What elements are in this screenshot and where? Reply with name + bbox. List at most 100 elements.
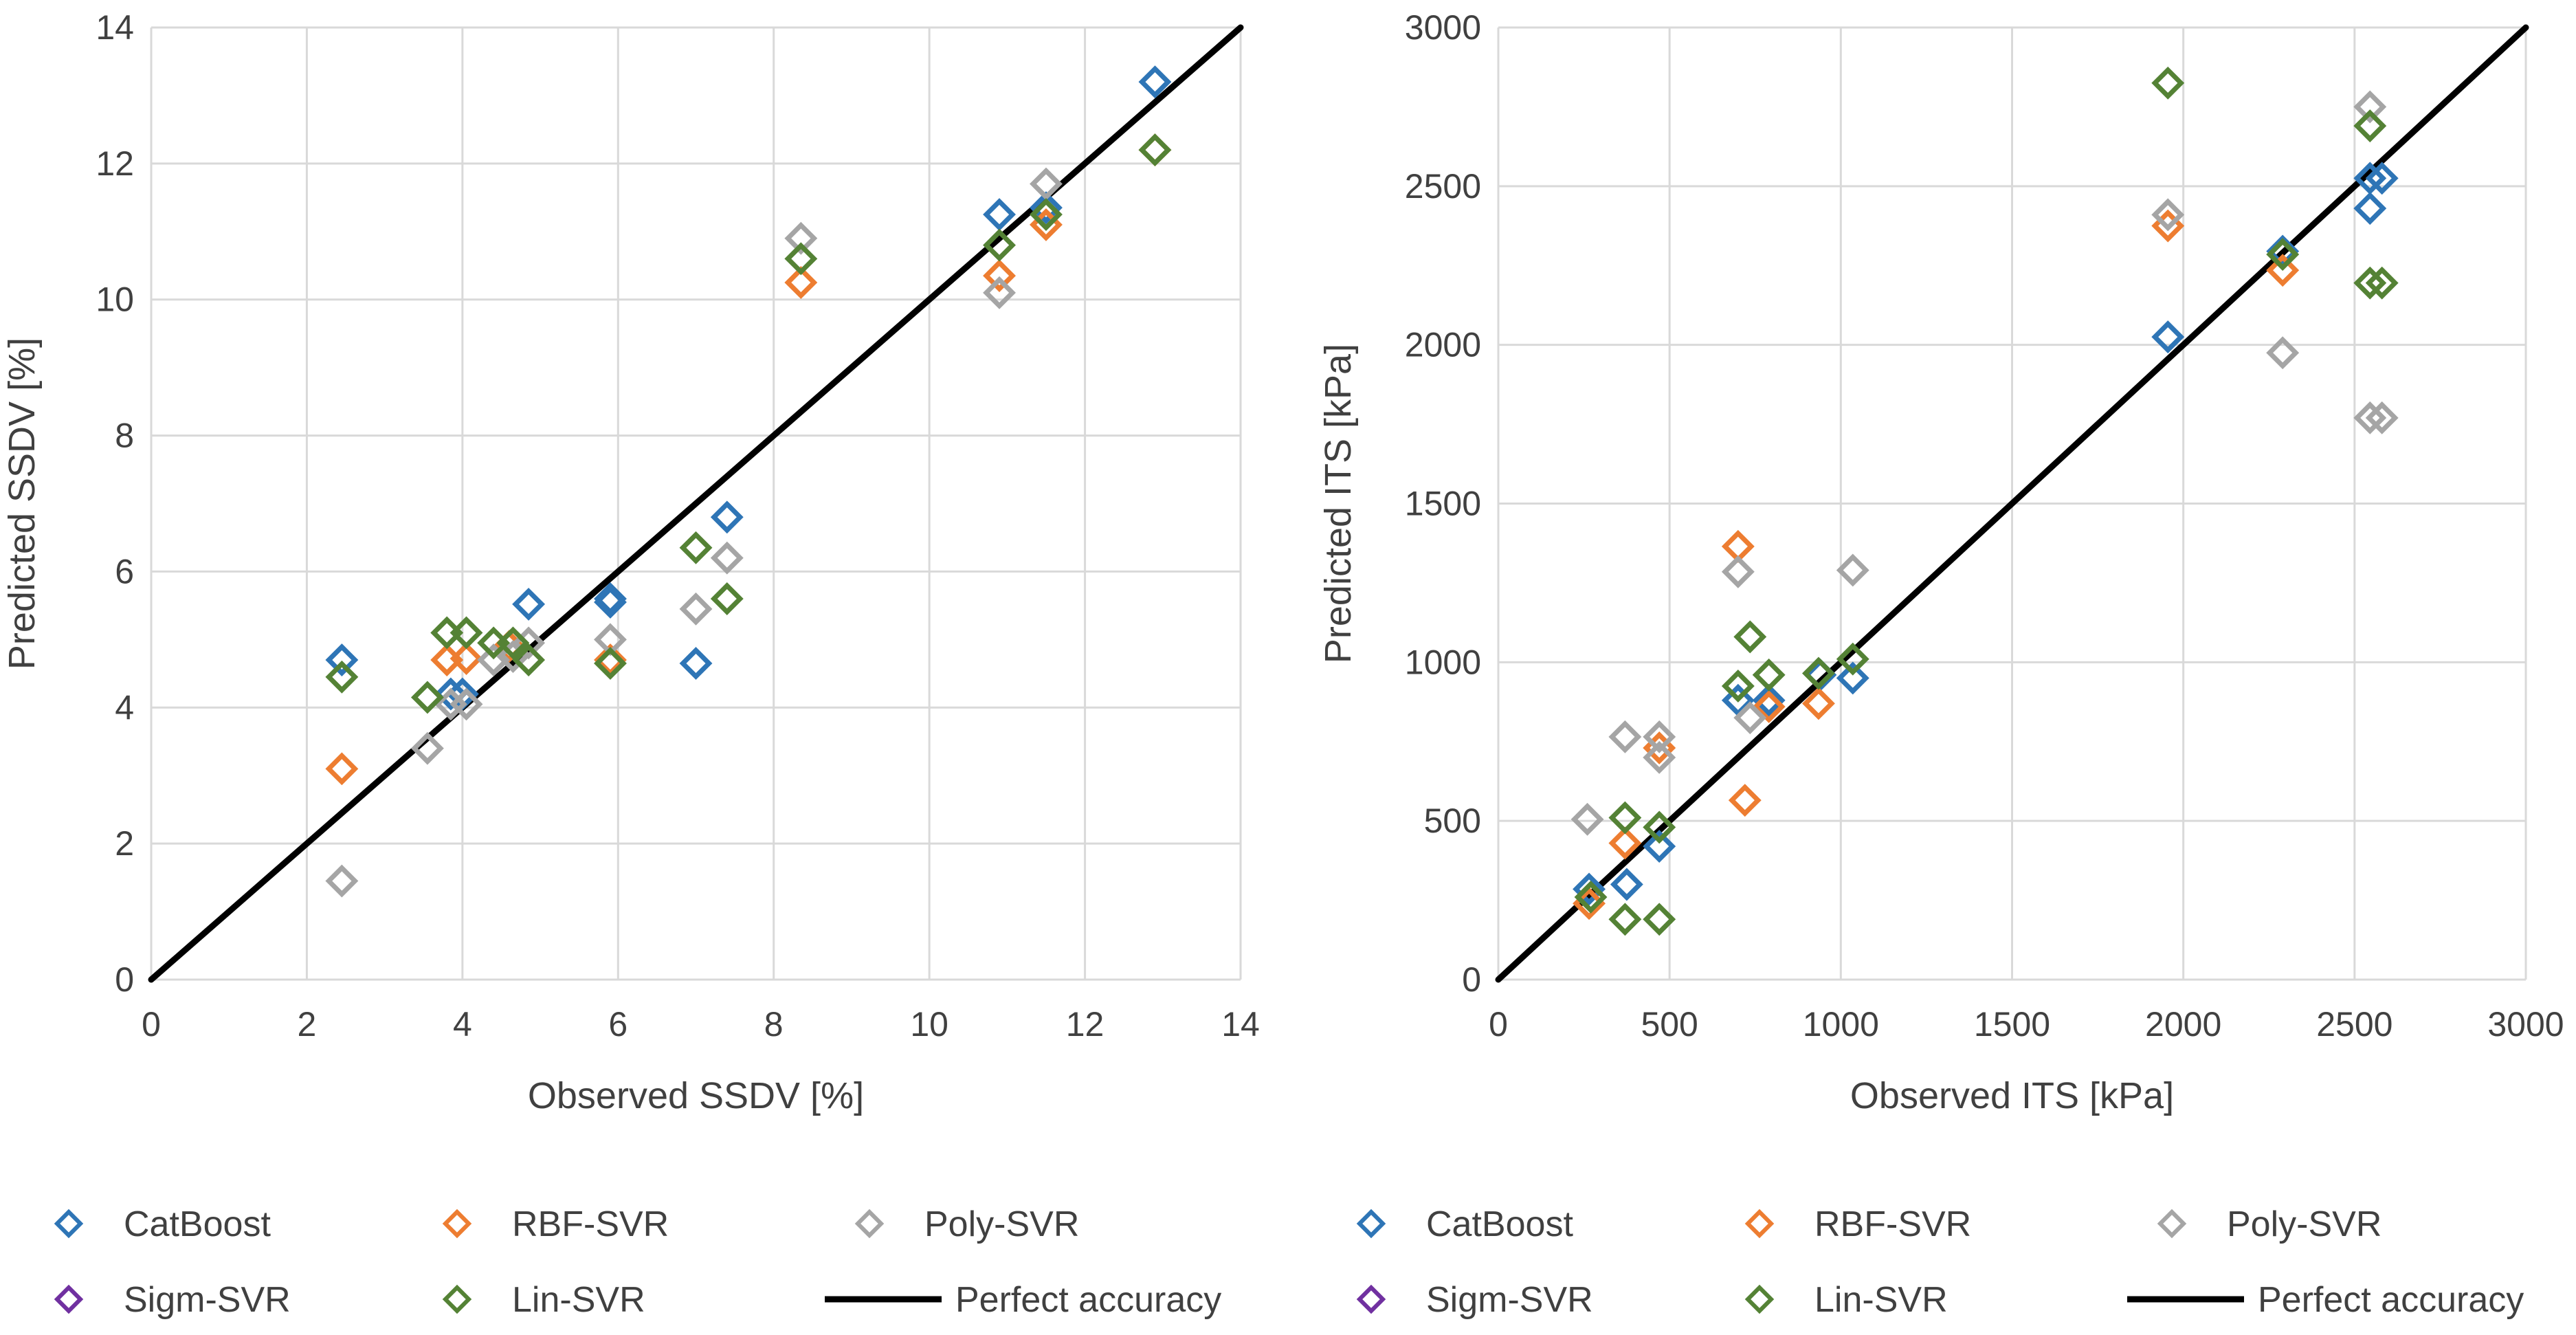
legend-swatch-poly-svr — [854, 1209, 885, 1239]
y-tick-label: 2500 — [1405, 167, 1481, 206]
y-tick-label: 12 — [96, 144, 134, 183]
legend-label-lin-svr: Lin-SVR — [512, 1280, 645, 1320]
point-poly-svr — [679, 592, 713, 626]
legend-label-lin-svr: Lin-SVR — [1814, 1280, 1948, 1320]
chart-its: 0 500 1000 1500 2000 2500 3000 0 500 1000 1500 2000… — [1318, 8, 2564, 1116]
legend-label-poly-svr: Poly-SVR — [2227, 1204, 2381, 1244]
y-tick-label: 2 — [115, 824, 134, 863]
legend-swatch-catboost — [1356, 1209, 1386, 1239]
point-rbf-svr — [1728, 784, 1762, 817]
point-catboost — [1573, 872, 1606, 906]
point-poly-svr — [1570, 802, 1604, 836]
point-catboost — [594, 582, 627, 615]
point-lin-svr — [2353, 266, 2387, 300]
y-tick-label: 8 — [115, 417, 134, 455]
point-poly-svr — [325, 864, 359, 898]
y-tick-label: 3000 — [1405, 8, 1481, 47]
point-lin-svr — [1608, 801, 1642, 835]
point-rbf-svr — [325, 752, 359, 786]
x-tick-label: 500 — [1641, 1005, 1698, 1044]
point-poly-svr — [1733, 701, 1767, 735]
point-lin-svr — [410, 681, 444, 714]
point-lin-svr — [1721, 670, 1755, 703]
x-tick-label: 4 — [453, 1005, 472, 1044]
y-axis-label: Predicted ITS [kPa] — [1318, 344, 1359, 663]
point-catboost — [1643, 830, 1676, 863]
legend-label-sigm-svr: Sigm-SVR — [1426, 1280, 1593, 1320]
point-poly-svr — [2151, 198, 2185, 232]
point-lin-svr — [1752, 658, 1786, 692]
point-catboost — [1752, 683, 1786, 717]
point-lin-svr — [784, 242, 818, 276]
point-poly-svr — [2353, 401, 2387, 434]
y-tick-label: 0 — [115, 960, 134, 999]
point-poly-svr — [1608, 720, 1642, 753]
y-tick-label: 1500 — [1405, 485, 1481, 523]
point-rbf-svr — [983, 259, 1016, 293]
legend-swatch-sigm-svr — [54, 1284, 84, 1314]
point-lin-svr — [1733, 620, 1767, 654]
y-tick-label: 10 — [96, 280, 134, 319]
legend-label-perfect-accuracy: Perfect accuracy — [955, 1280, 1221, 1320]
x-tick-label: 6 — [608, 1005, 628, 1044]
point-rbf-svr — [1801, 687, 1835, 720]
point-lin-svr — [325, 660, 359, 694]
point-poly-svr — [983, 276, 1016, 309]
point-catboost — [512, 587, 546, 621]
point-poly-svr — [1721, 555, 1755, 588]
point-lin-svr — [594, 647, 627, 680]
point-lin-svr — [1138, 133, 1172, 167]
y-tick-label: 0 — [1462, 960, 1481, 999]
y-tick-label: 6 — [115, 552, 134, 591]
legend-ssdv: CatBoost RBF-SVR Poly-SVR Sigm-SVR Lin-SVR Pe… — [54, 1204, 1221, 1320]
point-catboost — [434, 677, 467, 711]
x-tick-label: 2500 — [2316, 1005, 2392, 1044]
point-rbf-svr — [2266, 254, 2300, 287]
point-catboost — [983, 198, 1016, 232]
legend-label-perfect-accuracy: Perfect accuracy — [2258, 1280, 2524, 1320]
point-lin-svr — [2266, 238, 2300, 272]
legend-label-poly-svr: Poly-SVR — [924, 1204, 1079, 1244]
x-tick-label: 0 — [142, 1005, 161, 1044]
point-lin-svr — [983, 228, 1016, 262]
point-poly-svr — [784, 221, 818, 255]
x-tick-label: 1000 — [1803, 1005, 1879, 1044]
point-lin-svr — [1574, 881, 1608, 914]
x-tick-label: 1500 — [1974, 1005, 2050, 1044]
point-poly-svr — [449, 687, 483, 721]
point-lin-svr — [2365, 266, 2399, 300]
legend-label-rbf-svr: RBF-SVR — [512, 1204, 669, 1244]
point-poly-svr — [2266, 336, 2300, 370]
point-catboost — [2353, 192, 2387, 225]
x-tick-label: 14 — [1221, 1005, 1260, 1044]
x-tick-label: 12 — [1066, 1005, 1104, 1044]
y-tick-label: 4 — [115, 688, 134, 727]
point-rbf-svr — [784, 266, 818, 299]
x-tick-label: 10 — [910, 1005, 948, 1044]
point-rbf-svr — [1752, 690, 1786, 723]
point-catboost — [1030, 191, 1063, 225]
point-poly-svr — [1643, 720, 1676, 753]
legend-swatch-lin-svr — [1744, 1284, 1775, 1314]
x-tick-label: 2000 — [2145, 1005, 2221, 1044]
legend-swatch-sigm-svr — [1356, 1284, 1386, 1314]
point-poly-svr — [2365, 401, 2399, 434]
point-lin-svr — [1643, 903, 1676, 936]
point-lin-svr — [2151, 66, 2185, 100]
point-lin-svr — [512, 643, 546, 676]
point-poly-svr — [2353, 90, 2387, 124]
y-tick-label: 2000 — [1405, 326, 1481, 364]
y-tick-label: 500 — [1424, 802, 1481, 840]
point-catboost — [679, 647, 713, 680]
point-lin-svr — [1836, 642, 1869, 676]
point-poly-svr — [410, 731, 444, 765]
y-tick-label: 1000 — [1405, 643, 1481, 681]
legend-swatch-poly-svr — [2157, 1209, 2187, 1239]
point-catboost — [2353, 162, 2387, 195]
point-rbf-svr — [449, 642, 483, 676]
point-lin-svr — [1608, 903, 1642, 936]
legend-label-sigm-svr: Sigm-SVR — [124, 1280, 291, 1320]
point-lin-svr — [1643, 810, 1676, 844]
point-catboost — [2151, 320, 2185, 354]
